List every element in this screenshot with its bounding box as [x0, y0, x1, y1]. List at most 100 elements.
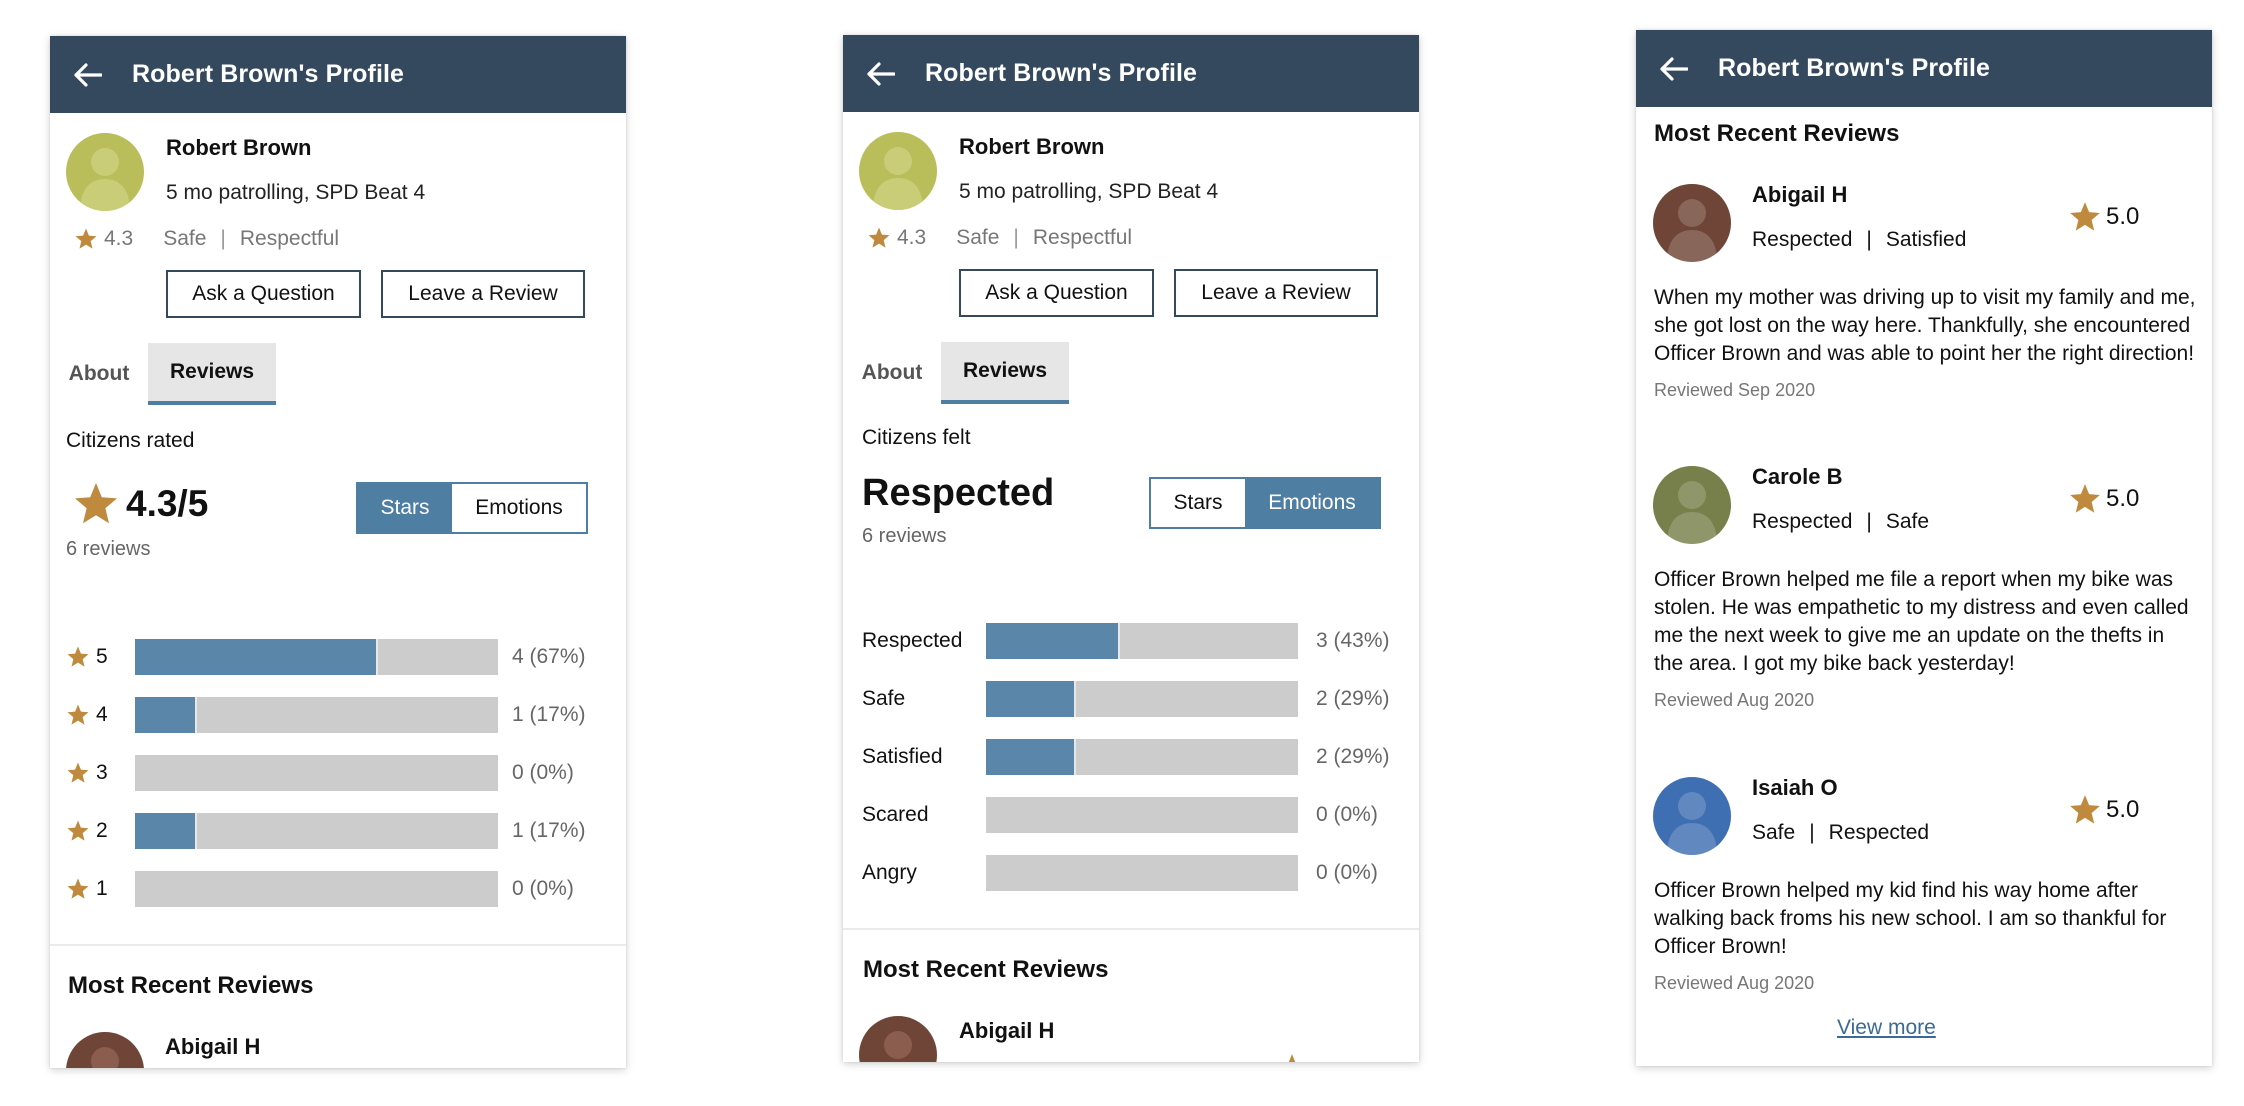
view-more-link[interactable]: View more [1837, 1016, 1936, 1039]
bar-track [135, 697, 498, 733]
reviewer-name: Carole B [1752, 464, 1843, 489]
profile-card: Robert Brown 5 mo patrolling, SPD Beat 4… [50, 113, 626, 343]
tab-bar: About Reviews [50, 343, 626, 405]
star-level: 2 [96, 819, 108, 842]
star-level: 3 [96, 761, 108, 784]
bar-track [986, 681, 1298, 717]
row-label: 1 [66, 871, 108, 907]
avatar [66, 133, 144, 211]
officer-name: Robert Brown [959, 134, 1105, 159]
star-level: 5 [96, 645, 108, 668]
leave-review-button[interactable]: Leave a Review [1174, 269, 1378, 317]
distribution-row: Respected 3 (43%) [843, 623, 1419, 659]
row-label: 4 [66, 697, 108, 733]
bar-fill [135, 639, 379, 675]
separator: | [1866, 228, 1872, 251]
recent-reviews-title: Most Recent Reviews [1654, 120, 1900, 147]
officer-subtitle: 5 mo patrolling, SPD Beat 4 [959, 180, 1219, 203]
score-value: 5.0 [2106, 485, 2140, 512]
star-level: 4 [96, 703, 108, 726]
person-avatar-icon [859, 1016, 937, 1062]
tab-about[interactable]: About [68, 362, 130, 385]
emotion-tag: Respectful [1032, 226, 1133, 249]
distribution-row: 5 4 (67%) [50, 639, 626, 675]
ask-question-button[interactable]: Ask a Question [959, 269, 1154, 317]
star-icon [1275, 1052, 1309, 1062]
row-label: Scared [862, 803, 929, 826]
bar-track [986, 797, 1298, 833]
tab-bar: About Reviews [843, 342, 1419, 404]
emotion-tag: Safe [956, 226, 1000, 249]
profile-panel-stars: Robert Brown's Profile Robert Brown 5 mo… [50, 36, 626, 1068]
star-icon [2068, 200, 2102, 234]
profile-card: Robert Brown 5 mo patrolling, SPD Beat 4… [843, 112, 1419, 342]
row-label: Angry [862, 861, 917, 884]
bar-value: 2 (29%) [1316, 687, 1390, 710]
avatar [66, 1032, 144, 1068]
review-item: Abigail H [843, 1010, 1419, 1062]
emotion-tag: Respected [1828, 821, 1930, 844]
overall-rating: 4.3/5 [72, 480, 208, 528]
bar-track [986, 739, 1298, 775]
recent-reviews-title: Most Recent Reviews [863, 956, 1109, 983]
view-toggle: Stars Emotions [356, 482, 588, 534]
avatar [859, 132, 937, 210]
row-label: Satisfied [862, 745, 943, 768]
rating-summary: 4.3 Safe | Respectful [867, 226, 1132, 250]
bar-fill [986, 623, 1121, 659]
bar-value: 2 (29%) [1316, 745, 1390, 768]
emotion-tag: Respected [1752, 228, 1853, 251]
review-text: When my mother was driving up to visit m… [1654, 286, 2196, 365]
separator: | [1866, 510, 1872, 533]
distribution-row: Satisfied 2 (29%) [843, 739, 1419, 775]
bar-value: 0 (0%) [1316, 861, 1378, 884]
distribution-row: 4 1 (17%) [50, 697, 626, 733]
avatar [859, 1016, 937, 1062]
emotion-tag: Safe [1752, 821, 1796, 844]
review-count: 6 reviews [66, 538, 151, 560]
emotion-tag: Respectful [239, 227, 340, 250]
distribution-row: 1 0 (0%) [50, 871, 626, 907]
toggle-stars[interactable]: Stars [1151, 479, 1245, 527]
divider [50, 944, 626, 946]
toggle-emotions[interactable]: Emotions [1245, 479, 1379, 527]
tab-reviews[interactable]: Reviews [148, 343, 276, 405]
toggle-stars[interactable]: Stars [358, 484, 452, 532]
person-avatar-icon [859, 132, 937, 210]
review-text: Officer Brown helped me file a report wh… [1654, 568, 2189, 675]
page-title: Robert Brown's Profile [925, 59, 1198, 87]
toggle-emotions[interactable]: Emotions [452, 484, 586, 532]
arrow-left-icon[interactable] [867, 61, 895, 86]
star-level: 1 [96, 877, 108, 900]
bar-fill [135, 813, 197, 849]
bar-track [135, 639, 498, 675]
ask-question-button[interactable]: Ask a Question [166, 270, 361, 318]
person-avatar-icon [1653, 184, 1731, 262]
summary-label: Citizens felt [862, 426, 971, 449]
review-date: Reviewed Aug 2020 [1654, 973, 1815, 993]
distribution-row: 2 1 (17%) [50, 813, 626, 849]
review-item: Abigail H [50, 1026, 626, 1068]
emotion-tag: Satisfied [1885, 228, 1967, 251]
review-score: 5.0 [2068, 482, 2139, 516]
separator: | [1809, 821, 1815, 844]
officer-subtitle: 5 mo patrolling, SPD Beat 4 [166, 181, 426, 204]
emotion-tag: Safe [1885, 510, 1930, 533]
summary-label: Citizens rated [66, 429, 195, 452]
arrow-left-icon[interactable] [1660, 56, 1688, 81]
tab-reviews[interactable]: Reviews [941, 342, 1069, 404]
rating-summary: 4.3 Safe | Respectful [74, 227, 339, 251]
star-icon [66, 761, 90, 785]
bar-value: 0 (0%) [1316, 803, 1378, 826]
score-value: 5.0 [2106, 203, 2140, 230]
row-label: 3 [66, 755, 108, 791]
overall-rating-value: 4.3/5 [126, 483, 209, 524]
star-icon [66, 877, 90, 901]
page-title: Robert Brown's Profile [1718, 54, 1991, 82]
avatar [1653, 466, 1731, 544]
tab-about[interactable]: About [861, 361, 923, 384]
star-icon [867, 226, 891, 250]
score-value: 5.0 [2106, 796, 2140, 823]
leave-review-button[interactable]: Leave a Review [381, 270, 585, 318]
arrow-left-icon[interactable] [74, 62, 102, 87]
